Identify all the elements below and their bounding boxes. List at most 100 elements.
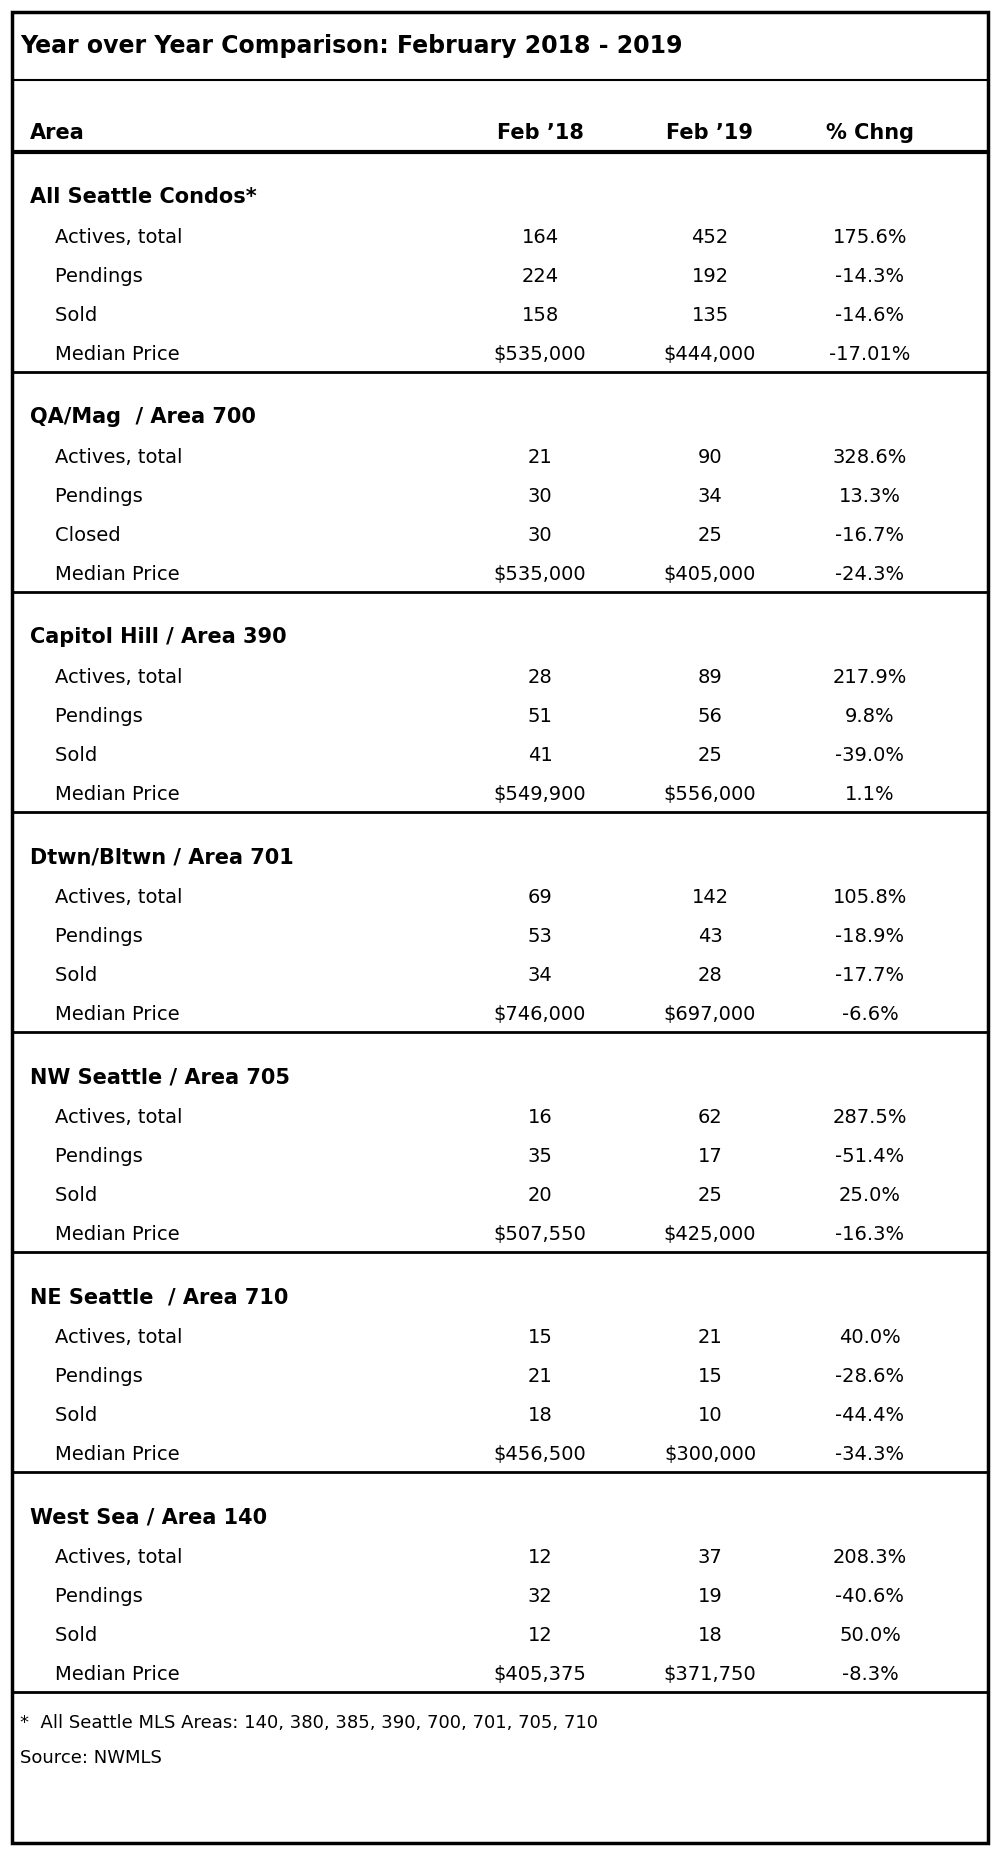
Text: 158: 158 bbox=[521, 306, 559, 325]
Text: 13.3%: 13.3% bbox=[839, 488, 901, 506]
Text: 19: 19 bbox=[698, 1586, 722, 1606]
Text: Pendings: Pendings bbox=[30, 928, 143, 946]
Text: 28: 28 bbox=[528, 668, 552, 686]
Text: Actives, total: Actives, total bbox=[30, 889, 182, 907]
Text: 25: 25 bbox=[698, 746, 722, 764]
Text: -6.6%: -6.6% bbox=[842, 1005, 898, 1024]
Text: 16: 16 bbox=[528, 1107, 552, 1128]
Text: Median Price: Median Price bbox=[30, 566, 180, 584]
Text: 15: 15 bbox=[528, 1328, 552, 1347]
Text: 51: 51 bbox=[528, 707, 552, 725]
Text: Sold: Sold bbox=[30, 1627, 97, 1645]
Text: 9.8%: 9.8% bbox=[845, 707, 895, 725]
Text: West Sea / Area 140: West Sea / Area 140 bbox=[30, 1506, 267, 1527]
Text: 25: 25 bbox=[698, 527, 722, 545]
Text: 37: 37 bbox=[698, 1547, 722, 1567]
Text: 17: 17 bbox=[698, 1146, 722, 1167]
Text: QA/Mag  / Area 700: QA/Mag / Area 700 bbox=[30, 406, 256, 427]
Text: $405,000: $405,000 bbox=[664, 566, 756, 584]
Text: $425,000: $425,000 bbox=[664, 1224, 756, 1245]
Text: 328.6%: 328.6% bbox=[833, 447, 907, 467]
Text: 21: 21 bbox=[528, 447, 552, 467]
Text: 105.8%: 105.8% bbox=[833, 889, 907, 907]
Text: $405,375: $405,375 bbox=[494, 1666, 586, 1684]
Text: Median Price: Median Price bbox=[30, 1666, 180, 1684]
Text: 20: 20 bbox=[528, 1185, 552, 1206]
Text: 1.1%: 1.1% bbox=[845, 785, 895, 803]
Text: -40.6%: -40.6% bbox=[835, 1586, 904, 1606]
Text: 217.9%: 217.9% bbox=[833, 668, 907, 686]
Text: Median Price: Median Price bbox=[30, 1445, 180, 1464]
Text: Actives, total: Actives, total bbox=[30, 1328, 182, 1347]
Text: Actives, total: Actives, total bbox=[30, 1547, 182, 1567]
Text: 50.0%: 50.0% bbox=[839, 1627, 901, 1645]
Text: 135: 135 bbox=[691, 306, 729, 325]
Text: 34: 34 bbox=[528, 966, 552, 985]
Text: $456,500: $456,500 bbox=[494, 1445, 586, 1464]
Text: Source: NWMLS: Source: NWMLS bbox=[20, 1749, 162, 1768]
Text: 142: 142 bbox=[691, 889, 729, 907]
Text: Actives, total: Actives, total bbox=[30, 1107, 182, 1128]
Text: 41: 41 bbox=[528, 746, 552, 764]
Text: -24.3%: -24.3% bbox=[835, 566, 905, 584]
Text: 30: 30 bbox=[528, 488, 552, 506]
Text: Dtwn/Bltwn / Area 701: Dtwn/Bltwn / Area 701 bbox=[30, 848, 294, 866]
Text: 53: 53 bbox=[528, 928, 552, 946]
Text: 25.0%: 25.0% bbox=[839, 1185, 901, 1206]
Text: Sold: Sold bbox=[30, 1406, 97, 1425]
Text: $535,000: $535,000 bbox=[494, 566, 586, 584]
Text: 287.5%: 287.5% bbox=[833, 1107, 907, 1128]
Text: 224: 224 bbox=[521, 267, 559, 286]
Text: 35: 35 bbox=[528, 1146, 552, 1167]
Text: Median Price: Median Price bbox=[30, 1005, 180, 1024]
Text: 175.6%: 175.6% bbox=[833, 228, 907, 247]
Text: Pendings: Pendings bbox=[30, 488, 143, 506]
Text: $507,550: $507,550 bbox=[494, 1224, 586, 1245]
Text: -16.7%: -16.7% bbox=[835, 527, 905, 545]
Text: Sold: Sold bbox=[30, 306, 97, 325]
Text: *  All Seattle MLS Areas: 140, 380, 385, 390, 700, 701, 705, 710: * All Seattle MLS Areas: 140, 380, 385, … bbox=[20, 1714, 598, 1733]
Text: Sold: Sold bbox=[30, 746, 97, 764]
Text: 32: 32 bbox=[528, 1586, 552, 1606]
Text: $535,000: $535,000 bbox=[494, 345, 586, 364]
Text: 43: 43 bbox=[698, 928, 722, 946]
Text: Feb ’19: Feb ’19 bbox=[666, 122, 754, 143]
Text: 62: 62 bbox=[698, 1107, 722, 1128]
Text: 21: 21 bbox=[698, 1328, 722, 1347]
Text: $549,900: $549,900 bbox=[494, 785, 586, 803]
Text: Capitol Hill / Area 390: Capitol Hill / Area 390 bbox=[30, 627, 287, 647]
Text: -51.4%: -51.4% bbox=[835, 1146, 905, 1167]
Text: -18.9%: -18.9% bbox=[835, 928, 905, 946]
Text: -17.7%: -17.7% bbox=[835, 966, 905, 985]
Text: Pendings: Pendings bbox=[30, 1367, 143, 1386]
Text: 34: 34 bbox=[698, 488, 722, 506]
Text: 18: 18 bbox=[698, 1627, 722, 1645]
Text: Feb ’18: Feb ’18 bbox=[497, 122, 583, 143]
Text: $697,000: $697,000 bbox=[664, 1005, 756, 1024]
Text: Median Price: Median Price bbox=[30, 345, 180, 364]
Text: -8.3%: -8.3% bbox=[842, 1666, 898, 1684]
Text: $444,000: $444,000 bbox=[664, 345, 756, 364]
Text: Area: Area bbox=[30, 122, 85, 143]
Text: -17.01%: -17.01% bbox=[829, 345, 911, 364]
Text: 192: 192 bbox=[691, 267, 729, 286]
Text: 30: 30 bbox=[528, 527, 552, 545]
Text: 69: 69 bbox=[528, 889, 552, 907]
Text: 208.3%: 208.3% bbox=[833, 1547, 907, 1567]
Text: Median Price: Median Price bbox=[30, 1224, 180, 1245]
Text: Pendings: Pendings bbox=[30, 707, 143, 725]
Text: -14.6%: -14.6% bbox=[835, 306, 905, 325]
Text: Pendings: Pendings bbox=[30, 1146, 143, 1167]
Text: -16.3%: -16.3% bbox=[835, 1224, 905, 1245]
Text: 10: 10 bbox=[698, 1406, 722, 1425]
Text: Pendings: Pendings bbox=[30, 267, 143, 286]
Text: 452: 452 bbox=[691, 228, 729, 247]
Text: 12: 12 bbox=[528, 1547, 552, 1567]
Text: 40.0%: 40.0% bbox=[839, 1328, 901, 1347]
Text: Pendings: Pendings bbox=[30, 1586, 143, 1606]
Text: 18: 18 bbox=[528, 1406, 552, 1425]
Text: -28.6%: -28.6% bbox=[835, 1367, 905, 1386]
Text: % Chng: % Chng bbox=[826, 122, 914, 143]
Text: Sold: Sold bbox=[30, 1185, 97, 1206]
Text: 12: 12 bbox=[528, 1627, 552, 1645]
